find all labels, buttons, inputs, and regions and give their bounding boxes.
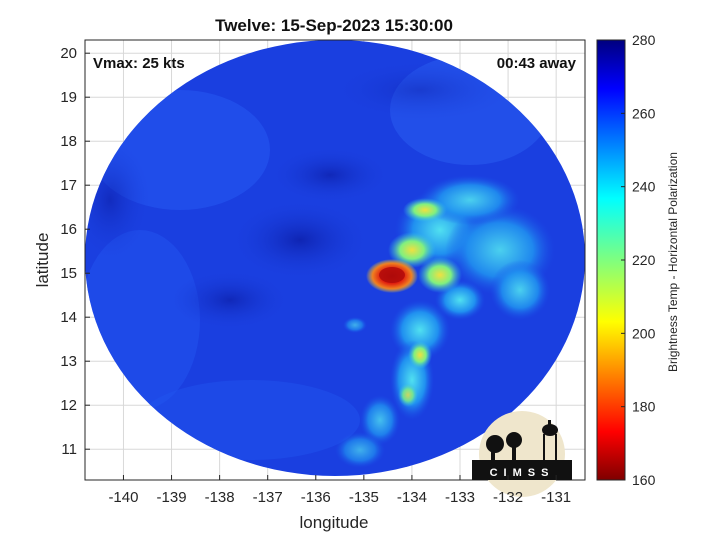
x-tick-label: -133: [445, 489, 475, 506]
y-tick-label: 16: [60, 221, 77, 238]
y-tick-labels: 11 12 13 14 15 16 17 18 19 20: [60, 45, 90, 458]
x-tick-label: -132: [493, 489, 523, 506]
colorbar-label: Brightness Temp - Horizontal Polarizatio…: [666, 152, 680, 372]
x-tick-label: -140: [108, 489, 138, 506]
x-tick-label: -137: [253, 489, 283, 506]
colorbar: [596, 39, 626, 481]
x-tick-label: -135: [349, 489, 379, 506]
y-tick-label: 15: [60, 265, 77, 282]
colorbar-tick-label: 260: [632, 105, 656, 121]
x-axis-label: longitude: [299, 513, 368, 532]
y-axis-label: latitude: [33, 233, 52, 288]
colorbar-tick-label: 180: [632, 399, 656, 415]
colorbar-tick-label: 240: [632, 179, 656, 195]
x-tick-label: -134: [397, 489, 427, 506]
logo-text: CIMSS: [490, 467, 555, 479]
time-away-label: 00:43 away: [497, 55, 577, 72]
y-tick-label: 12: [60, 397, 77, 414]
colorbar-tick-label: 160: [632, 472, 656, 488]
x-tick-label: -136: [301, 489, 331, 506]
axes-frame: [84, 39, 586, 481]
page-title: Twelve: 15-Sep-2023 15:30:00: [215, 16, 453, 35]
vmax-label: Vmax: 25 kts: [93, 55, 185, 72]
x-tick-labels: -140 -139 -138 -137 -136 -135 -134 -133 -132 -131: [108, 475, 571, 506]
y-tick-label: 19: [60, 89, 77, 106]
colorbar-tick-label: 280: [632, 32, 656, 48]
cimss-logo: CIMSS: [472, 411, 572, 497]
x-tick-label: -131: [541, 489, 571, 506]
colorbar-tick-label: 200: [632, 325, 656, 341]
y-tick-label: 20: [60, 45, 77, 62]
x-tick-label: -139: [157, 489, 187, 506]
x-tick-label: -138: [205, 489, 235, 506]
y-tick-label: 18: [60, 133, 77, 150]
y-tick-label: 13: [60, 353, 77, 370]
colorbar-tick-label: 220: [632, 252, 656, 268]
y-tick-label: 14: [60, 309, 77, 326]
y-tick-label: 17: [60, 177, 77, 194]
colorbar-tick-labels: 160 180 200 220 240 260 280: [621, 32, 656, 488]
y-tick-label: 11: [61, 441, 77, 458]
